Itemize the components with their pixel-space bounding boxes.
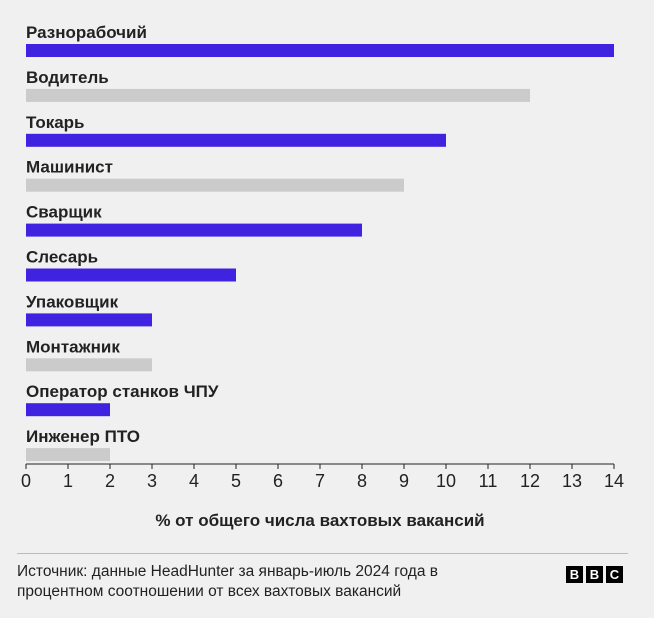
bar [26, 44, 614, 57]
category-label: Водитель [26, 68, 109, 87]
x-tick-label: 12 [520, 471, 540, 491]
x-tick-label: 14 [604, 471, 624, 491]
x-tick-label: 3 [147, 471, 157, 491]
x-tick-label: 9 [399, 471, 409, 491]
bar [26, 403, 110, 417]
bar [26, 313, 152, 327]
source-line-1: Источник: данные HeadHunter за январь-ию… [17, 563, 438, 580]
bar [26, 448, 110, 462]
logo-letter-b1: B [566, 566, 583, 583]
bar [26, 178, 404, 192]
bar [26, 133, 446, 147]
category-label: Упаковщик [26, 292, 119, 311]
x-tick-label: 13 [562, 471, 582, 491]
x-tick-label: 11 [479, 471, 498, 491]
bar [26, 268, 236, 282]
category-label: Оператор станков ЧПУ [26, 382, 219, 401]
footer-divider [17, 553, 628, 554]
x-tick-label: 0 [21, 471, 31, 491]
x-tick-label: 7 [315, 471, 325, 491]
bbc-logo: B B C [566, 566, 623, 583]
category-label: Инженер ПТО [26, 427, 140, 446]
category-label: Токарь [26, 113, 85, 132]
source-note: Источник: данные HeadHunter за январь-ию… [17, 562, 537, 602]
logo-letter-c: C [606, 566, 623, 583]
x-tick-label: 6 [273, 471, 283, 491]
bar [26, 88, 530, 102]
source-line-2: процентном соотношении от всех вахтовых … [17, 583, 402, 600]
category-label: Машинист [26, 158, 113, 177]
category-label: Слесарь [26, 248, 98, 267]
x-tick-label: 4 [189, 471, 199, 491]
category-label: Монтажник [26, 337, 120, 356]
x-tick-label: 2 [105, 471, 115, 491]
x-tick-label: 5 [231, 471, 241, 491]
bar-chart: Разнорабочий Водитель Токарь Машинист Сварщи… [21, 23, 624, 530]
logo-letter-b2: B [586, 566, 603, 583]
bar [26, 358, 152, 372]
x-tick-label: 8 [357, 471, 367, 491]
category-label: Сварщик [26, 203, 102, 222]
x-tick-label: 10 [436, 471, 456, 491]
bar [26, 223, 362, 237]
x-tick-label: 1 [63, 471, 73, 491]
x-axis-title: % от общего числа вахтовых вакансий [155, 511, 484, 530]
category-label: Разнорабочий [26, 23, 147, 42]
